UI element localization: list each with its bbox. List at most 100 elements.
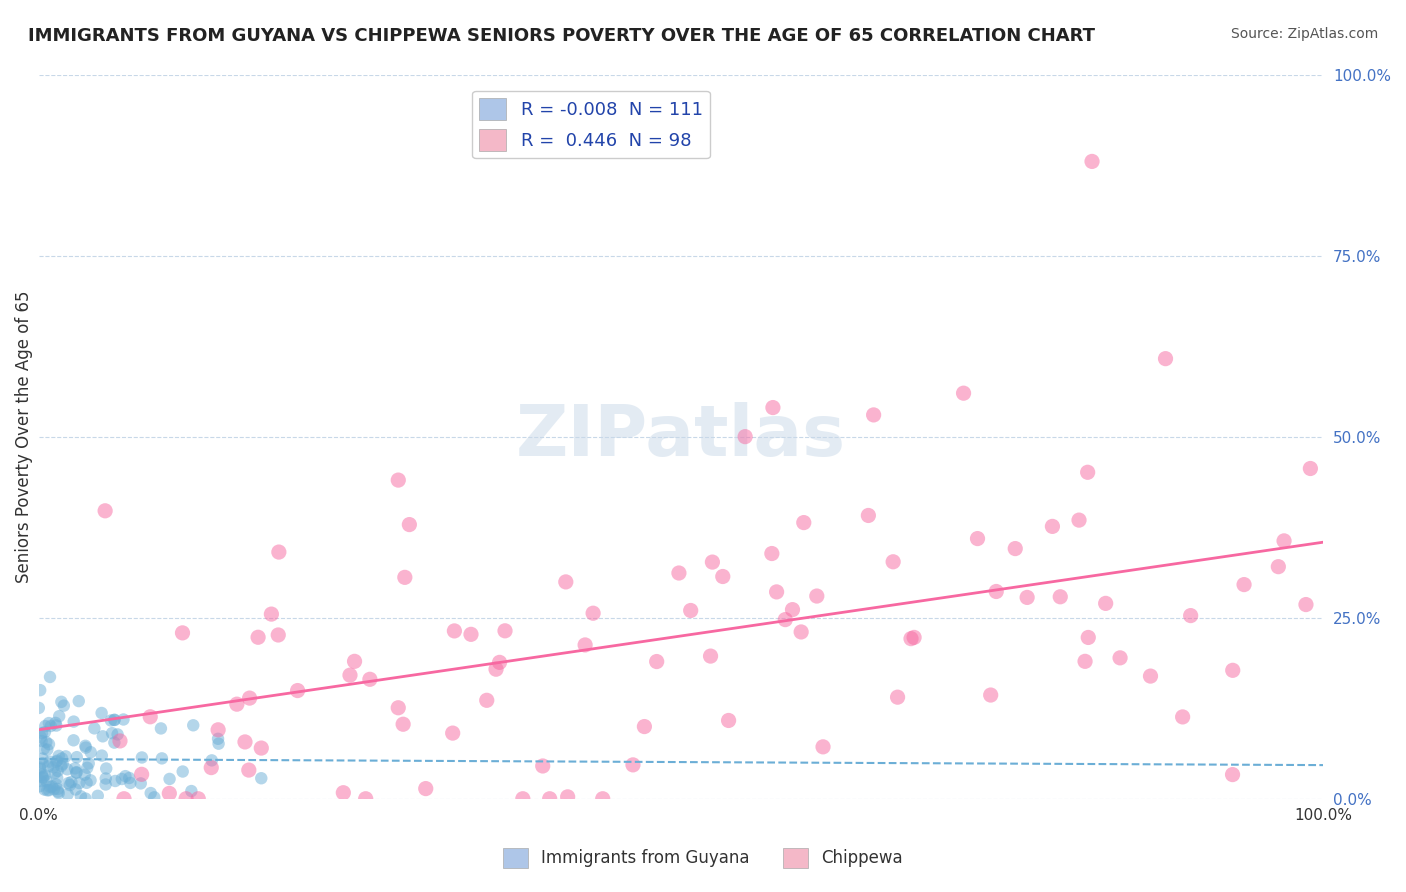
- Point: [38, 716, 60, 731]
- Point: [207, 737, 229, 751]
- Point: [782, 602, 804, 616]
- Text: Source: ZipAtlas.com: Source: ZipAtlas.com: [1230, 27, 1378, 41]
- Point: [1109, 650, 1132, 665]
- Point: [28, 701, 51, 715]
- Point: [1081, 154, 1104, 169]
- Point: [267, 545, 290, 559]
- Point: [1222, 663, 1244, 677]
- Point: [103, 713, 125, 727]
- Point: [48, 709, 70, 723]
- Point: [114, 769, 136, 783]
- Point: [1171, 710, 1194, 724]
- Point: [34, 725, 56, 739]
- Point: [1067, 513, 1090, 527]
- Point: [62, 714, 84, 729]
- Point: [174, 791, 197, 805]
- Point: [1004, 541, 1026, 556]
- Point: [79, 773, 101, 788]
- Point: [1272, 533, 1295, 548]
- Point: [250, 771, 273, 785]
- Point: [76, 761, 98, 775]
- Point: [645, 655, 668, 669]
- Point: [83, 722, 105, 736]
- Point: [90, 706, 112, 720]
- Point: [35, 774, 58, 789]
- Point: [554, 574, 576, 589]
- Point: [806, 589, 828, 603]
- Point: [39, 670, 62, 684]
- Point: [112, 713, 135, 727]
- Point: [44, 766, 66, 780]
- Point: [34, 719, 56, 733]
- Point: [41, 780, 63, 794]
- Point: [980, 688, 1002, 702]
- Point: [70, 789, 93, 804]
- Point: [207, 731, 229, 746]
- Point: [392, 717, 415, 731]
- Point: [38, 737, 60, 751]
- Point: [343, 654, 366, 668]
- Point: [1139, 669, 1161, 683]
- Point: [858, 508, 880, 523]
- Point: [441, 726, 464, 740]
- Point: [42, 782, 65, 797]
- Point: [139, 710, 162, 724]
- Point: [1222, 767, 1244, 781]
- Point: [35, 735, 58, 749]
- Point: [157, 786, 180, 800]
- Point: [46, 754, 69, 768]
- Point: [63, 761, 86, 775]
- Point: [494, 624, 516, 638]
- Point: [201, 753, 224, 767]
- Point: [103, 713, 125, 727]
- Point: [75, 791, 97, 805]
- Point: [952, 386, 974, 401]
- Point: [762, 401, 785, 415]
- Point: [1233, 577, 1256, 591]
- Point: [811, 739, 834, 754]
- Point: [1094, 596, 1116, 610]
- Point: [592, 791, 614, 805]
- Point: [94, 504, 117, 518]
- Point: [77, 756, 100, 771]
- Point: [986, 584, 1008, 599]
- Point: [51, 695, 73, 709]
- Point: [75, 740, 97, 755]
- Point: [90, 748, 112, 763]
- Point: [107, 727, 129, 741]
- Point: [46, 785, 69, 799]
- Point: [250, 741, 273, 756]
- Point: [761, 547, 783, 561]
- Point: [775, 613, 797, 627]
- Point: [1299, 461, 1322, 475]
- Point: [48, 786, 70, 800]
- Point: [28, 760, 51, 774]
- Point: [112, 791, 135, 805]
- Point: [239, 691, 262, 706]
- Point: [702, 555, 724, 569]
- Point: [260, 607, 283, 621]
- Point: [790, 624, 813, 639]
- Point: [73, 768, 96, 782]
- Point: [582, 606, 605, 620]
- Legend: Immigrants from Guyana, Chippewa: Immigrants from Guyana, Chippewa: [496, 841, 910, 875]
- Point: [238, 763, 260, 777]
- Point: [76, 776, 98, 790]
- Point: [531, 759, 554, 773]
- Point: [339, 668, 361, 682]
- Point: [94, 777, 117, 791]
- Point: [56, 788, 79, 802]
- Point: [475, 693, 498, 707]
- Point: [45, 755, 67, 769]
- Point: [1077, 465, 1099, 479]
- Point: [91, 729, 114, 743]
- Point: [94, 772, 117, 786]
- Point: [332, 786, 354, 800]
- Point: [247, 630, 270, 644]
- Point: [717, 714, 740, 728]
- Point: [699, 649, 721, 664]
- Point: [793, 516, 815, 530]
- Point: [32, 770, 55, 784]
- Point: [200, 761, 222, 775]
- Point: [512, 791, 534, 805]
